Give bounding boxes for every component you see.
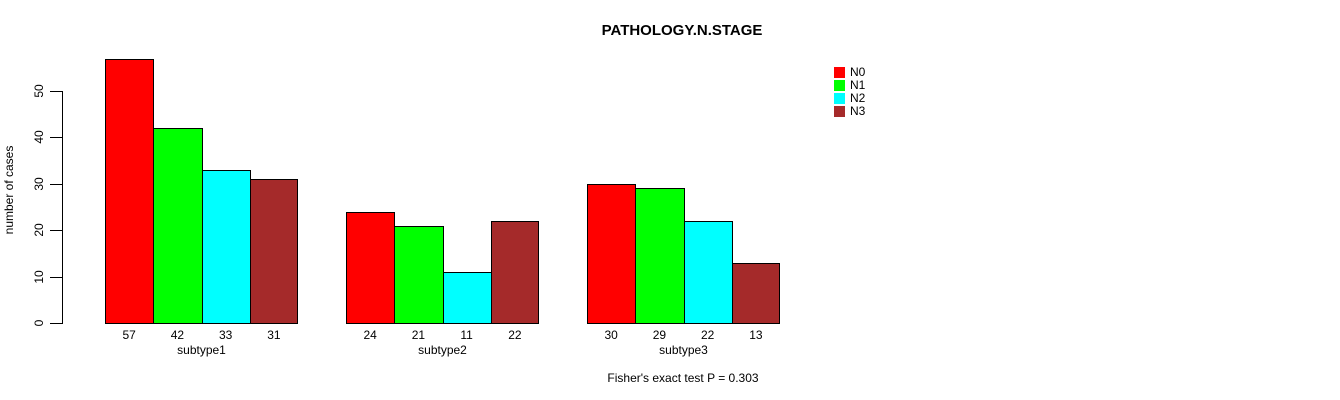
x-category-label: subtype2 [418, 343, 467, 357]
y-axis-tick [50, 91, 62, 92]
y-axis-line [62, 91, 63, 324]
bar-value-label: 24 [363, 328, 377, 342]
bar-value-label: 42 [170, 328, 185, 342]
bar-value-label: 30 [604, 328, 618, 342]
legend-label: N0 [850, 65, 866, 79]
bar-value-label: 21 [411, 328, 426, 342]
bar-value-label: 57 [122, 328, 136, 342]
legend-swatch-N2 [834, 93, 845, 104]
bar-N3-subtype1 [249, 179, 298, 324]
y-tick-label: 20 [32, 223, 46, 237]
y-axis-tick [50, 276, 62, 278]
bar-N1-subtype3 [635, 188, 685, 324]
y-axis-label: number of cases [2, 145, 16, 235]
bar-value-label: 22 [508, 328, 522, 342]
legend-swatch-N0 [834, 67, 845, 78]
bar-value-label: 31 [267, 328, 281, 342]
bar-N2-subtype3 [683, 220, 733, 324]
bar-N3-subtype3 [731, 262, 780, 324]
legend-label: N2 [850, 91, 866, 105]
bar-N1-subtype1 [153, 128, 203, 324]
legend-label: N1 [850, 78, 866, 92]
bar-N1-subtype2 [394, 225, 444, 324]
y-tick-label: 0 [32, 319, 46, 327]
legend-item: N0 [834, 66, 865, 79]
y-axis-tick [50, 323, 62, 324]
x-category-label: subtype1 [177, 343, 226, 357]
legend: N0 N1 N2 N3 [834, 66, 865, 118]
bar-N2-subtype1 [201, 169, 251, 324]
fisher-test-annotation: Fisher's exact test P = 0.303 [607, 371, 759, 385]
legend-swatch-N3 [834, 106, 845, 117]
legend-label: N3 [850, 104, 866, 118]
bar-value-label: 13 [749, 328, 763, 342]
bar-N0-subtype1 [105, 58, 155, 324]
legend-item: N1 [834, 79, 865, 92]
y-axis-tick [50, 230, 62, 232]
legend-item: N2 [834, 92, 865, 105]
y-tick-label: 50 [32, 84, 46, 98]
y-axis-tick [50, 137, 62, 139]
bar-value-label: 22 [700, 328, 715, 342]
bar-value-label: 33 [218, 328, 233, 342]
bar-N0-subtype2 [346, 211, 396, 324]
bar-N3-subtype2 [490, 220, 539, 324]
y-tick-label: 30 [32, 177, 46, 191]
bar-value-label: 11 [460, 328, 473, 342]
x-category-label: subtype3 [659, 343, 708, 357]
bar-N0-subtype3 [587, 183, 637, 324]
legend-item: N3 [834, 105, 865, 118]
chart-title: PATHOLOGY.N.STAGE [601, 22, 763, 39]
y-axis-tick [50, 183, 62, 185]
bar-N2-subtype2 [442, 271, 492, 324]
bar-value-label: 29 [652, 328, 667, 342]
y-tick-label: 10 [32, 269, 46, 284]
legend-swatch-N1 [834, 80, 845, 91]
y-tick-label: 40 [32, 130, 46, 145]
